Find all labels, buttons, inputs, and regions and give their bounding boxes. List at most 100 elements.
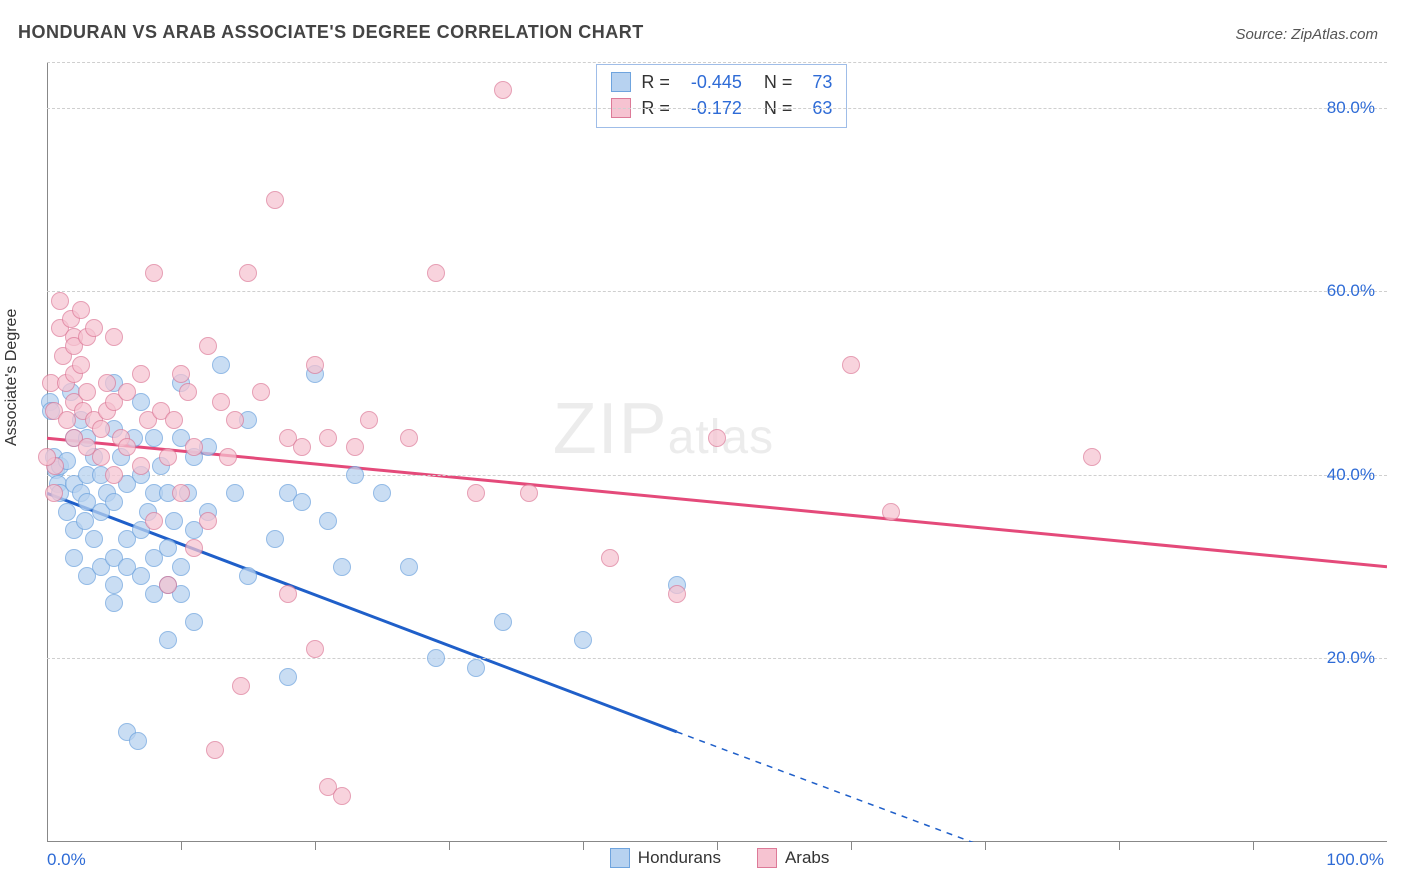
legend-series-name: Hondurans bbox=[638, 848, 721, 868]
data-point bbox=[427, 264, 445, 282]
gridline-h bbox=[47, 658, 1387, 659]
data-point bbox=[145, 264, 163, 282]
data-point bbox=[226, 411, 244, 429]
gridline-h bbox=[47, 62, 1387, 63]
data-point bbox=[105, 594, 123, 612]
data-point bbox=[45, 484, 63, 502]
legend-item: Arabs bbox=[757, 848, 829, 868]
data-point bbox=[199, 337, 217, 355]
data-point bbox=[51, 292, 69, 310]
data-point bbox=[319, 429, 337, 447]
data-point bbox=[159, 448, 177, 466]
legend-n-value: 73 bbox=[802, 72, 832, 93]
legend-row: R = -0.445 N = 73 bbox=[611, 69, 832, 95]
data-point bbox=[319, 512, 337, 530]
data-point bbox=[882, 503, 900, 521]
data-point bbox=[279, 668, 297, 686]
watermark: ZIPatlas bbox=[553, 388, 774, 470]
x-axis-min-label: 0.0% bbox=[47, 850, 86, 870]
data-point bbox=[212, 356, 230, 374]
data-point bbox=[520, 484, 538, 502]
data-point bbox=[279, 585, 297, 603]
data-point bbox=[373, 484, 391, 502]
data-point bbox=[360, 411, 378, 429]
data-point bbox=[266, 530, 284, 548]
data-point bbox=[38, 448, 56, 466]
data-point bbox=[165, 512, 183, 530]
gridline-h bbox=[47, 475, 1387, 476]
data-point bbox=[159, 576, 177, 594]
data-point bbox=[293, 438, 311, 456]
correlation-legend: R =-0.445N =73R =-0.172N =63 bbox=[596, 64, 847, 128]
legend-swatch bbox=[610, 848, 630, 868]
data-point bbox=[105, 493, 123, 511]
data-point bbox=[226, 484, 244, 502]
data-point bbox=[266, 191, 284, 209]
data-point bbox=[574, 631, 592, 649]
data-point bbox=[92, 420, 110, 438]
data-point bbox=[118, 383, 136, 401]
chart-title: HONDURAN VS ARAB ASSOCIATE'S DEGREE CORR… bbox=[18, 22, 644, 43]
x-tick bbox=[583, 842, 584, 850]
chart-container: HONDURAN VS ARAB ASSOCIATE'S DEGREE CORR… bbox=[0, 0, 1406, 892]
data-point bbox=[842, 356, 860, 374]
data-point bbox=[306, 356, 324, 374]
legend-n-label: N = bbox=[764, 72, 793, 93]
x-tick bbox=[851, 842, 852, 850]
data-point bbox=[333, 558, 351, 576]
data-point bbox=[346, 438, 364, 456]
legend-r-value: -0.445 bbox=[680, 72, 742, 93]
data-point bbox=[105, 466, 123, 484]
gridline-h bbox=[47, 108, 1387, 109]
data-point bbox=[129, 732, 147, 750]
data-point bbox=[132, 457, 150, 475]
legend-r-label: R = bbox=[641, 72, 670, 93]
legend-series-name: Arabs bbox=[785, 848, 829, 868]
x-tick bbox=[181, 842, 182, 850]
trend-line bbox=[47, 438, 1387, 566]
y-tick-label: 20.0% bbox=[1327, 648, 1375, 668]
data-point bbox=[72, 301, 90, 319]
data-point bbox=[172, 558, 190, 576]
data-point bbox=[65, 549, 83, 567]
data-point bbox=[72, 356, 90, 374]
data-point bbox=[333, 787, 351, 805]
data-point bbox=[494, 613, 512, 631]
data-point bbox=[132, 365, 150, 383]
data-point bbox=[601, 549, 619, 567]
data-point bbox=[206, 741, 224, 759]
data-point bbox=[85, 530, 103, 548]
x-axis-max-label: 100.0% bbox=[1326, 850, 1384, 870]
data-point bbox=[132, 567, 150, 585]
data-point bbox=[58, 503, 76, 521]
data-point bbox=[145, 512, 163, 530]
source-label: Source: ZipAtlas.com bbox=[1235, 26, 1378, 43]
x-tick bbox=[1253, 842, 1254, 850]
data-point bbox=[105, 328, 123, 346]
data-point bbox=[105, 576, 123, 594]
data-point bbox=[145, 429, 163, 447]
data-point bbox=[212, 393, 230, 411]
data-point bbox=[165, 411, 183, 429]
data-point bbox=[185, 438, 203, 456]
x-tick bbox=[449, 842, 450, 850]
data-point bbox=[85, 319, 103, 337]
data-point bbox=[185, 613, 203, 631]
data-point bbox=[58, 411, 76, 429]
data-point bbox=[1083, 448, 1101, 466]
data-point bbox=[172, 484, 190, 502]
data-point bbox=[400, 429, 418, 447]
data-point bbox=[668, 585, 686, 603]
data-point bbox=[159, 631, 177, 649]
data-point bbox=[199, 512, 217, 530]
gridline-h bbox=[47, 291, 1387, 292]
data-point bbox=[185, 539, 203, 557]
trend-lines-svg bbox=[47, 62, 1387, 842]
y-tick-label: 60.0% bbox=[1327, 281, 1375, 301]
data-point bbox=[232, 677, 250, 695]
data-point bbox=[78, 383, 96, 401]
data-point bbox=[708, 429, 726, 447]
data-point bbox=[172, 365, 190, 383]
data-point bbox=[467, 659, 485, 677]
data-point bbox=[400, 558, 418, 576]
